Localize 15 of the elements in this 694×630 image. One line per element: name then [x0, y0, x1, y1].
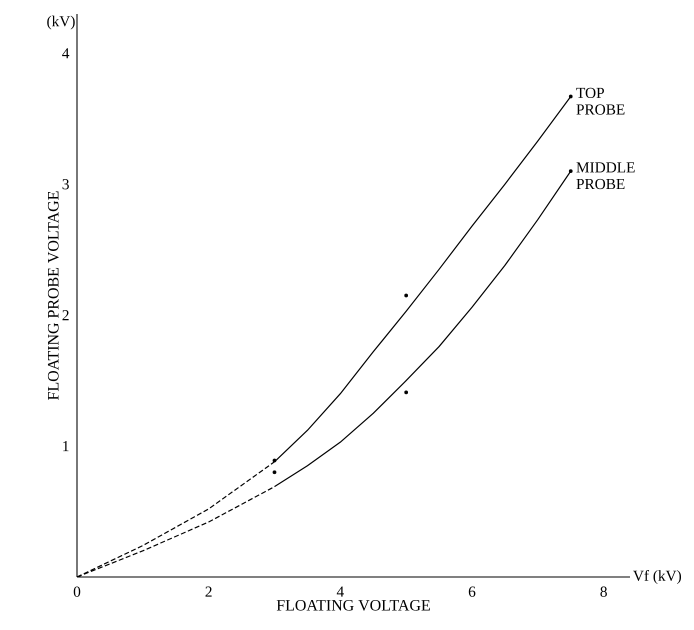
x-tick-label: 0 — [74, 586, 80, 597]
text: Vf (kV) — [633, 570, 682, 584]
x-axis-title: FLOATING VOLTAGE — [276, 600, 430, 611]
x-tick-label: 4 — [336, 586, 344, 597]
y-tick-label: 2 — [62, 310, 69, 320]
x-tick-label: 8 — [600, 586, 607, 597]
x-tick-label: 6 — [468, 586, 476, 597]
series-label: TOP PROBE — [576, 88, 624, 115]
y-tick-label: 3 — [62, 179, 69, 190]
y-tick-label: 1 — [63, 441, 69, 452]
x-tick-label: 2 — [206, 586, 212, 597]
y-tick-label: 4 — [62, 48, 70, 58]
series-label: MIDDLE PROBE — [576, 162, 635, 190]
y-axis-title: FLOATING PROBE VOLTAGE — [48, 191, 59, 400]
text: (kV) — [47, 16, 75, 30]
